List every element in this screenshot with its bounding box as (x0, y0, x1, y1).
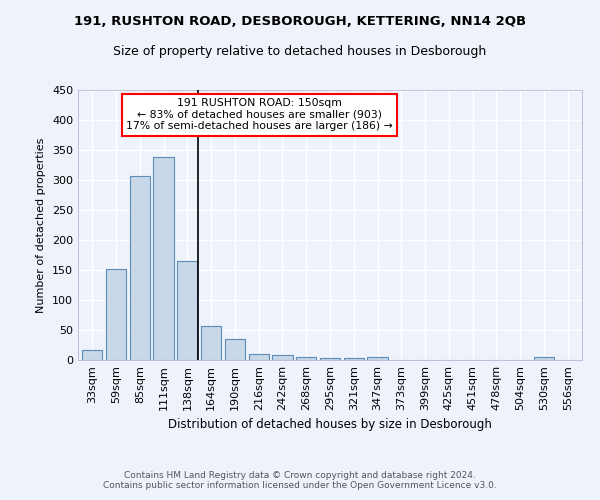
Text: Size of property relative to detached houses in Desborough: Size of property relative to detached ho… (113, 45, 487, 58)
Bar (177, 261, 197, 360)
Bar (130, 176, 150, 360)
Y-axis label: Number of detached properties: Number of detached properties (37, 138, 46, 312)
Bar (272, 355, 293, 360)
Bar (225, 339, 245, 360)
X-axis label: Distribution of detached houses by size in Desborough: Distribution of detached houses by size … (168, 418, 492, 432)
Bar (82, 350, 103, 360)
Text: 191 RUSHTON ROAD: 150sqm
← 83% of detached houses are smaller (903)
17% of semi-: 191 RUSHTON ROAD: 150sqm ← 83% of detach… (126, 98, 393, 132)
Bar (201, 326, 221, 360)
Bar (344, 358, 364, 360)
Bar (154, 157, 173, 360)
Bar (248, 354, 269, 360)
Bar (296, 357, 316, 360)
Bar (106, 269, 126, 360)
Text: Contains HM Land Registry data © Crown copyright and database right 2024.
Contai: Contains HM Land Registry data © Crown c… (103, 470, 497, 490)
Bar (534, 357, 554, 360)
Bar (320, 358, 340, 360)
Text: 191, RUSHTON ROAD, DESBOROUGH, KETTERING, NN14 2QB: 191, RUSHTON ROAD, DESBOROUGH, KETTERING… (74, 15, 526, 28)
Bar (367, 357, 388, 360)
